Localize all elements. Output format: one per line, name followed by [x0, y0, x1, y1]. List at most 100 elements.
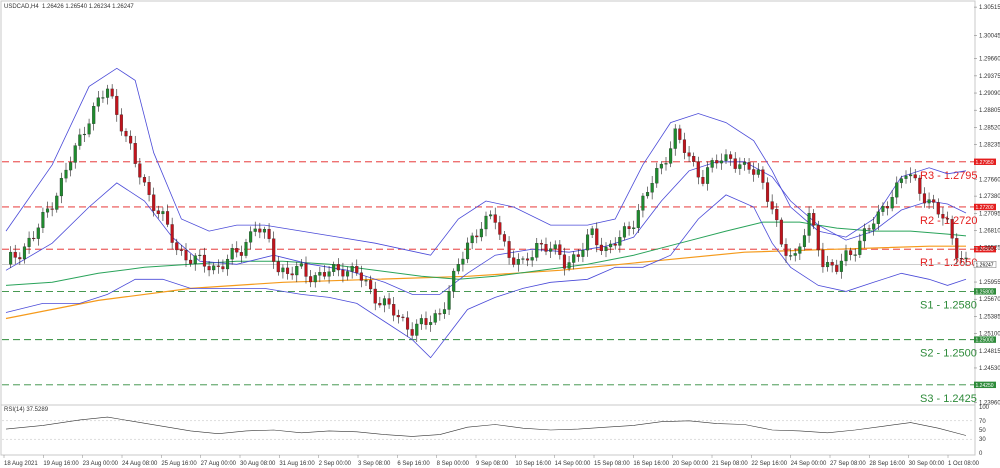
y-tick-label: 1.30515: [979, 5, 1000, 11]
candle-body: [429, 322, 433, 325]
y-tick-label: 1.25670: [979, 297, 1000, 303]
candle-body: [378, 303, 382, 306]
y-tick-label: 1.24815: [979, 349, 1000, 355]
rsi-tick-label: 50: [979, 428, 986, 434]
candle-body: [609, 243, 613, 248]
candle-body: [152, 194, 156, 211]
candle-body: [590, 228, 594, 235]
x-tick-label: 25 Aug 16:00: [161, 461, 197, 467]
candle-body: [659, 163, 663, 169]
candle-body: [336, 264, 340, 271]
y-tick-label: 1.27660: [979, 177, 1000, 183]
candle-body: [945, 218, 950, 220]
candle-body: [489, 214, 493, 217]
bollinger-upper-band: [5, 67, 967, 256]
candle-body: [678, 128, 682, 140]
candle-body: [862, 228, 867, 242]
candle-body: [932, 199, 936, 203]
candle-body: [179, 249, 183, 251]
candle-body: [32, 237, 36, 240]
candle-body: [775, 209, 779, 221]
candle-body: [572, 254, 576, 263]
candle-body: [184, 250, 188, 261]
candle-body: [69, 162, 73, 171]
candle-body: [189, 259, 193, 264]
candle-body: [401, 316, 405, 318]
y-tick-label: 1.25100: [979, 332, 1000, 338]
candle-body: [313, 275, 317, 283]
candle-body: [622, 226, 627, 238]
candle-body: [249, 231, 253, 243]
candle-body: [156, 210, 160, 215]
candle-body: [895, 182, 899, 198]
candle-body: [719, 160, 723, 164]
candle-body: [119, 114, 123, 132]
candle-body: [742, 162, 747, 165]
candle-body: [756, 169, 760, 175]
candle-body: [849, 250, 853, 255]
candle-body: [327, 271, 331, 277]
candle-body: [332, 264, 336, 272]
candle-body: [465, 242, 470, 260]
candle-body: [59, 177, 63, 197]
candle-body: [369, 280, 373, 290]
candle-body: [936, 202, 940, 215]
level-price-tag: [974, 203, 996, 211]
rsi-tick-label: 30: [979, 437, 986, 443]
candle-body: [456, 264, 460, 272]
level-price-tag-label: 1.27200: [976, 205, 994, 211]
candle-body: [825, 262, 830, 268]
x-tick-label: 14 Sep 00:00: [555, 461, 591, 467]
candle-body: [290, 273, 294, 276]
rsi-label: RSI(14) 37.5289: [4, 407, 49, 413]
rsi-tick-label: 100: [979, 405, 990, 411]
candle-body: [645, 192, 650, 197]
candle-body: [452, 270, 456, 292]
level-label: R3 - 1.2795: [920, 170, 977, 182]
candle-body: [175, 242, 179, 251]
level-price-tag: [974, 288, 996, 295]
candle-body: [793, 253, 797, 256]
candle-body: [701, 177, 705, 184]
candle-body: [405, 317, 410, 330]
candle-body: [244, 242, 248, 256]
x-tick-label: 2 Sep 00:00: [319, 461, 352, 467]
candle-body: [618, 237, 622, 246]
candle-body: [673, 128, 677, 149]
candle-body: [382, 298, 387, 306]
level-label: R1 - 1.2650: [920, 257, 977, 269]
candle-body: [724, 154, 728, 161]
candle-body: [525, 258, 530, 261]
candle-body: [784, 244, 788, 256]
candle-body: [345, 271, 350, 277]
candle-body: [539, 242, 543, 245]
candle-body: [747, 162, 751, 170]
y-tick-label: 1.24530: [979, 366, 1000, 372]
x-tick-label: 30 Aug 08:00: [240, 461, 276, 467]
x-tick-label: 8 Sep 00:00: [437, 461, 470, 467]
y-tick-label: 1.27095: [979, 211, 1000, 217]
candle-body: [96, 97, 100, 107]
x-tick-label: 28 Sep 16:00: [869, 461, 905, 467]
candle-body: [959, 258, 963, 260]
candle-body: [761, 169, 765, 183]
candle-body: [193, 255, 197, 264]
candle-body: [585, 234, 590, 251]
candle-body: [364, 280, 368, 282]
level-price-tag-label: 1.26500: [976, 247, 994, 253]
y-tick-label: 1.26810: [979, 228, 1000, 234]
candle-body: [530, 257, 534, 261]
candle-body: [715, 160, 719, 164]
candle-body: [821, 249, 825, 268]
x-tick-label: 1 Oct 08:00: [948, 461, 980, 467]
candle-body: [82, 133, 87, 136]
candle-body: [470, 235, 474, 244]
x-tick-label: 16 Sep 16:00: [633, 461, 669, 467]
candle-body: [235, 248, 239, 253]
candle-body: [253, 228, 257, 232]
candle-body: [613, 243, 617, 246]
candle-body: [129, 135, 133, 144]
candle-body: [373, 288, 377, 304]
candle-body: [221, 266, 225, 270]
